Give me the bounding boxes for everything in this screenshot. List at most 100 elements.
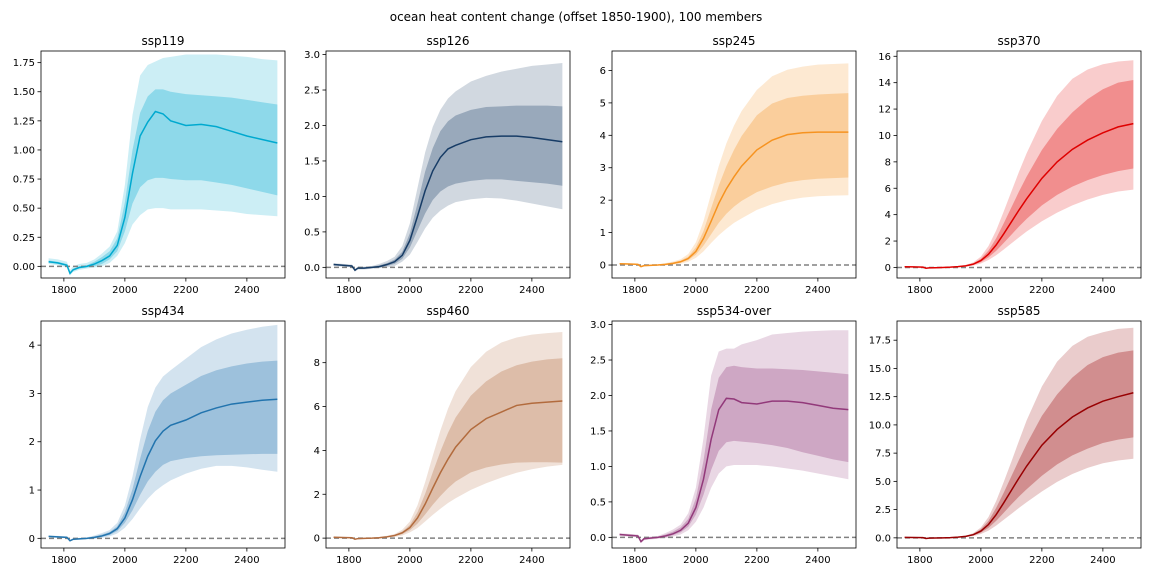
panel-ssp370: ssp370 1800 2000 2200 2400 0 2 4 6 8 10 12 14 16 [878, 34, 1142, 296]
x-tick-label: 1800 [907, 285, 932, 296]
x-tick-label: 2000 [683, 285, 708, 296]
y-tick-label: 4 [314, 446, 320, 457]
y-tick-label: 0.75 [13, 175, 35, 186]
x-tick-label: 2200 [744, 555, 769, 566]
x-tick-label: 1800 [907, 555, 932, 566]
y-tick-label: 14 [878, 78, 891, 89]
y-tick-label: 8 [314, 358, 320, 369]
x-tick-label: 2000 [112, 555, 137, 566]
x-tick-label: 2000 [397, 285, 422, 296]
outer-range-band [904, 327, 1134, 539]
median-line [48, 110, 278, 275]
y-tick-label: 12 [878, 105, 891, 116]
y-tick-label: 4 [29, 341, 35, 352]
panel-title: ssp119 [141, 34, 184, 48]
outer-range-band [48, 324, 278, 542]
panel-ssp460: ssp460 1800 2000 2200 2400 0 2 4 6 8 [314, 304, 571, 566]
x-tick-label: 2400 [519, 555, 544, 566]
y-tick-label: 1.0 [590, 462, 606, 473]
panel-ssp126: ssp126 1800 2000 2200 2400 0.0 0.5 1.0 1.5 2.0 2.5… [304, 34, 571, 296]
y-tick-label: 0 [314, 534, 320, 545]
x-tick-label: 2200 [173, 285, 198, 296]
median-line [904, 122, 1134, 270]
y-tick-label: 1.25 [13, 116, 35, 127]
x-tick-label: 2400 [805, 285, 830, 296]
y-tick-label: 2 [885, 237, 891, 248]
x-tick-label: 1800 [336, 285, 361, 296]
y-tick-label: 3 [29, 389, 35, 400]
y-tick-label: 4 [600, 131, 606, 142]
y-tick-label: 6 [600, 66, 606, 77]
x-tick-label: 2400 [1090, 285, 1115, 296]
panel-ssp585: ssp585 1800 2000 2200 2400 0.0 2.5 5.0 7.5 10.0 12… [869, 304, 1142, 566]
y-tick-label: 0.0 [590, 533, 606, 544]
y-tick-label: 0 [600, 261, 606, 272]
y-tick-label: 1 [29, 486, 35, 497]
panel-title: ssp126 [426, 34, 469, 48]
median-line [904, 391, 1134, 540]
y-tick-label: 0.0 [875, 533, 891, 544]
y-tick-label: 6 [314, 402, 320, 413]
x-tick-label: 2200 [1029, 285, 1054, 296]
y-tick-label: 1.5 [304, 156, 320, 167]
inner-range-band [619, 365, 849, 543]
outer-range-band [619, 330, 849, 544]
x-tick-label: 2000 [968, 555, 993, 566]
outer-range-band [48, 54, 278, 276]
axes-frame [896, 50, 1142, 279]
x-tick-label: 2200 [173, 555, 198, 566]
axes-frame [611, 50, 857, 279]
y-tick-label: 2 [314, 490, 320, 501]
outer-range-band [904, 60, 1134, 269]
y-tick-label: 1.0 [304, 192, 320, 203]
y-tick-label: 8 [885, 157, 891, 168]
x-tick-label: 2400 [234, 285, 259, 296]
median-line [48, 398, 278, 542]
panel-ssp434: ssp434 1800 2000 2200 2400 0 1 2 3 4 [29, 304, 286, 566]
y-tick-label: 2.0 [304, 121, 320, 132]
inner-range-band [904, 350, 1134, 539]
y-tick-label: 1.5 [590, 426, 606, 437]
panel-ssp119: ssp119 1800 2000 2200 2400 0.00 0.25 0.50 0.75 1.… [13, 34, 286, 296]
panel-title: ssp585 [997, 304, 1040, 318]
x-tick-label: 2000 [968, 285, 993, 296]
x-tick-label: 2400 [1090, 555, 1115, 566]
x-tick-label: 1800 [51, 555, 76, 566]
y-tick-label: 2.0 [590, 391, 606, 402]
panel-title: ssp534-over [697, 304, 771, 318]
x-tick-label: 2200 [1029, 555, 1054, 566]
y-tick-label: 1.75 [13, 58, 35, 69]
x-tick-label: 1800 [336, 555, 361, 566]
outer-range-band [333, 63, 563, 272]
axes-frame [40, 50, 286, 279]
x-tick-label: 1800 [622, 555, 647, 566]
y-tick-label: 4 [885, 210, 891, 221]
y-tick-label: 2.5 [590, 356, 606, 367]
axes-frame [611, 320, 857, 549]
inner-range-band [333, 105, 563, 271]
panel-ssp534-over: ssp534-over 1800 2000 2200 2400 0.0 0.5 1.0 1.5 2… [590, 304, 857, 566]
y-tick-label: 2.5 [875, 505, 891, 516]
inner-range-band [48, 360, 278, 542]
y-tick-label: 0 [29, 534, 35, 545]
median-line [333, 400, 563, 541]
y-tick-label: 0.5 [304, 227, 320, 238]
y-tick-label: 1.50 [13, 87, 35, 98]
y-tick-label: 2 [600, 196, 606, 207]
panel-title: ssp245 [712, 34, 755, 48]
outer-range-band [619, 63, 849, 268]
y-tick-label: 1 [600, 228, 606, 239]
y-tick-label: 3 [600, 163, 606, 174]
figure-title: ocean heat content change (offset 1850-1… [389, 10, 763, 24]
y-tick-label: 16 [878, 52, 891, 63]
y-tick-label: 2.5 [304, 86, 320, 97]
x-tick-label: 1800 [622, 285, 647, 296]
y-tick-label: 3.0 [304, 50, 320, 61]
y-tick-label: 0.0 [304, 263, 320, 274]
outer-range-band [333, 331, 563, 540]
x-tick-label: 2000 [397, 555, 422, 566]
panel-title: ssp460 [426, 304, 469, 318]
axes-frame [40, 320, 286, 549]
